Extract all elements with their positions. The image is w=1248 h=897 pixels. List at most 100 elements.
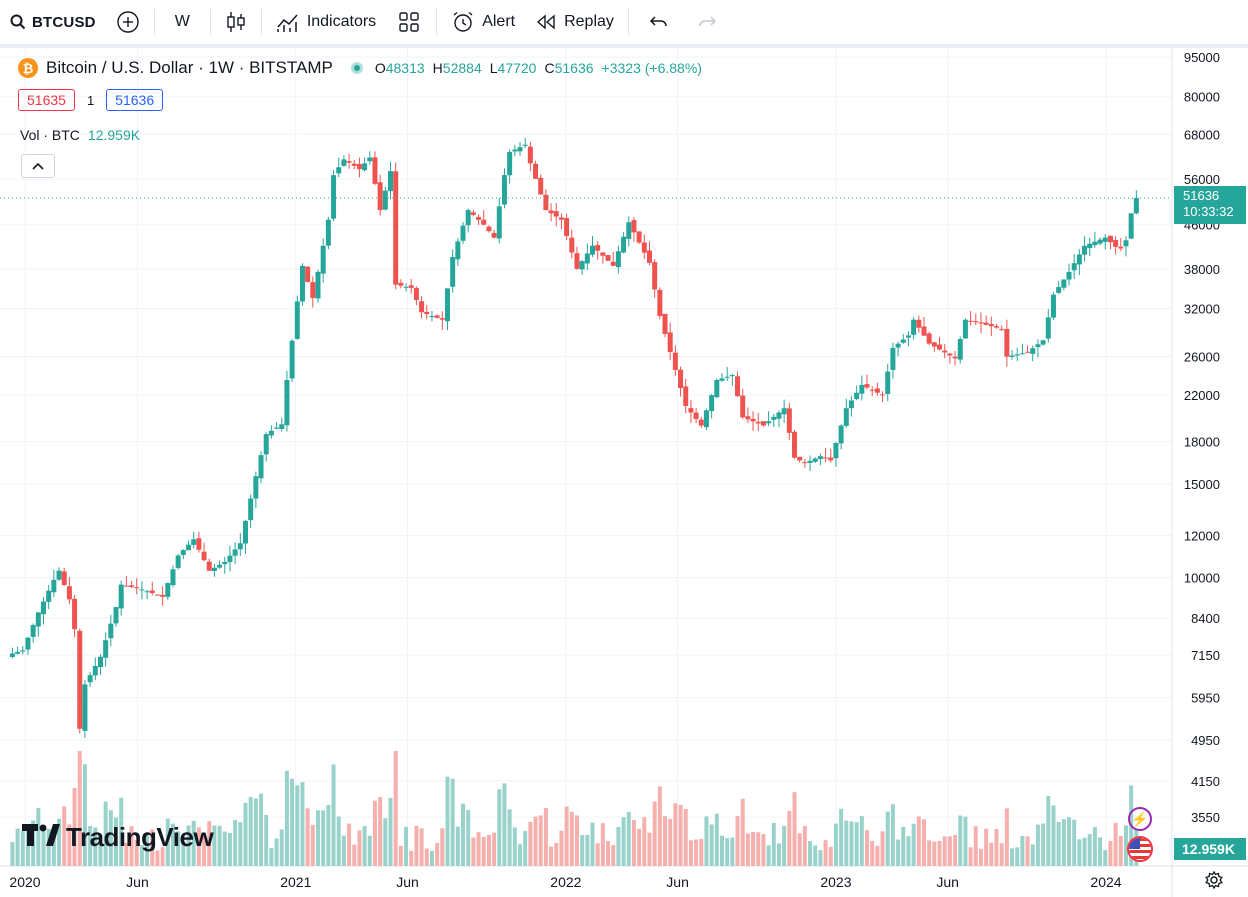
layouts-button[interactable] xyxy=(386,0,432,44)
price-tick-label: 32000 xyxy=(1184,302,1220,317)
candle-body xyxy=(46,590,52,602)
tradingview-logo[interactable]: TradingView xyxy=(22,822,214,853)
chart-settings-button[interactable] xyxy=(1204,870,1224,895)
candle-body xyxy=(688,408,694,413)
rewind-icon xyxy=(537,14,555,30)
candle-body xyxy=(372,157,378,184)
volume-bar xyxy=(554,842,559,866)
volume-bar xyxy=(129,826,134,866)
volume-bar xyxy=(103,801,108,866)
volume-bar xyxy=(523,831,528,866)
candle-body xyxy=(20,650,26,652)
price-chart[interactable]: 9500080000680005600046000380003200026000… xyxy=(0,48,1248,897)
volume-bar xyxy=(41,831,46,866)
symbol-search[interactable]: BTCUSD xyxy=(0,0,106,44)
buy-button[interactable]: 51636 xyxy=(106,89,164,111)
candle-body xyxy=(911,319,917,335)
candle-body xyxy=(1128,213,1134,239)
volume-bar xyxy=(248,796,253,866)
candle-body xyxy=(40,601,46,615)
volume-bar xyxy=(352,844,357,866)
volume-bar xyxy=(844,820,849,866)
volume-bar xyxy=(372,800,377,866)
candle-body xyxy=(916,319,922,328)
compare-button[interactable] xyxy=(106,0,150,44)
volume-bar xyxy=(25,827,30,866)
toolbar-divider xyxy=(627,9,629,35)
alert-label: Alert xyxy=(482,13,516,30)
volume-bar xyxy=(642,817,647,866)
volume-bar xyxy=(663,816,668,866)
volume-bar xyxy=(134,839,139,866)
indicators-button[interactable]: Indicators xyxy=(266,0,386,44)
chart-type-button[interactable] xyxy=(215,0,257,44)
volume-bar xyxy=(1082,837,1087,866)
price-tick-label: 5950 xyxy=(1191,691,1220,706)
candle-body xyxy=(1019,353,1025,355)
volume-bar xyxy=(119,797,124,866)
volume-bar xyxy=(808,841,813,866)
us-flag-icon[interactable] xyxy=(1127,836,1153,862)
symbol-label: BTCUSD xyxy=(32,13,96,31)
candle-body xyxy=(983,322,989,325)
volume-bar xyxy=(367,835,372,866)
candle-body xyxy=(320,245,326,274)
volume-bar xyxy=(730,837,735,866)
replay-button[interactable]: Replay xyxy=(525,0,624,44)
volume-bar xyxy=(10,841,15,866)
volume-bar xyxy=(212,825,217,866)
redo-button[interactable] xyxy=(685,0,729,44)
volume-bar xyxy=(435,842,440,866)
undo-button[interactable] xyxy=(633,0,685,44)
candle-body xyxy=(802,462,808,464)
candle-body xyxy=(999,328,1005,330)
bar-countdown: 10:33:32 xyxy=(1183,204,1234,219)
candle-body xyxy=(745,416,751,420)
candle-body xyxy=(87,675,93,683)
candle-body xyxy=(1071,263,1077,271)
low-key: L xyxy=(489,60,498,76)
candle-body xyxy=(35,612,41,627)
volume-bar xyxy=(424,848,429,866)
alert-button[interactable]: Alert xyxy=(441,0,525,44)
volume-bar xyxy=(98,835,103,866)
volume-bar xyxy=(543,807,548,866)
volume-bar xyxy=(538,815,543,866)
candle-body xyxy=(926,333,932,344)
price-tick-label: 7150 xyxy=(1191,648,1220,663)
candle-body xyxy=(393,171,399,285)
candle-body xyxy=(533,163,539,179)
volume-bar xyxy=(476,832,481,866)
price-axis: 9500080000680005600046000380003200026000… xyxy=(1184,50,1220,825)
volume-bar xyxy=(564,806,569,866)
candle-body xyxy=(838,425,844,444)
candle-body xyxy=(237,543,243,550)
volume-bar xyxy=(921,819,926,866)
candle-body xyxy=(880,394,886,396)
symbol-title[interactable]: Bitcoin / U.S. Dollar · 1W · BITSTAMP xyxy=(46,58,333,77)
candle-body xyxy=(859,384,865,394)
price-tick-label: 56000 xyxy=(1184,172,1220,187)
candle-body xyxy=(403,286,409,288)
candle-body xyxy=(325,219,331,246)
volume-bar xyxy=(740,798,745,866)
volume-bar xyxy=(67,824,72,866)
volume-bar xyxy=(46,828,51,866)
candle-body xyxy=(30,625,36,637)
price-tick-label: 80000 xyxy=(1184,90,1220,105)
volume-bar xyxy=(502,783,507,866)
interval-button[interactable]: W xyxy=(159,0,206,44)
volume-bar xyxy=(1046,795,1051,866)
candle-body xyxy=(1102,237,1108,242)
candle-body xyxy=(579,261,585,270)
collapse-legend-button[interactable] xyxy=(21,154,55,178)
volume-bar xyxy=(176,831,181,866)
lightning-icon[interactable]: ⚡ xyxy=(1128,807,1152,831)
volume-bar xyxy=(652,801,657,866)
candle-body xyxy=(1092,241,1098,246)
candle-body xyxy=(729,375,735,377)
volume-bar xyxy=(440,828,445,866)
volume-bar xyxy=(854,822,859,866)
volume-bar xyxy=(414,825,419,866)
sell-button[interactable]: 51635 xyxy=(18,89,75,111)
